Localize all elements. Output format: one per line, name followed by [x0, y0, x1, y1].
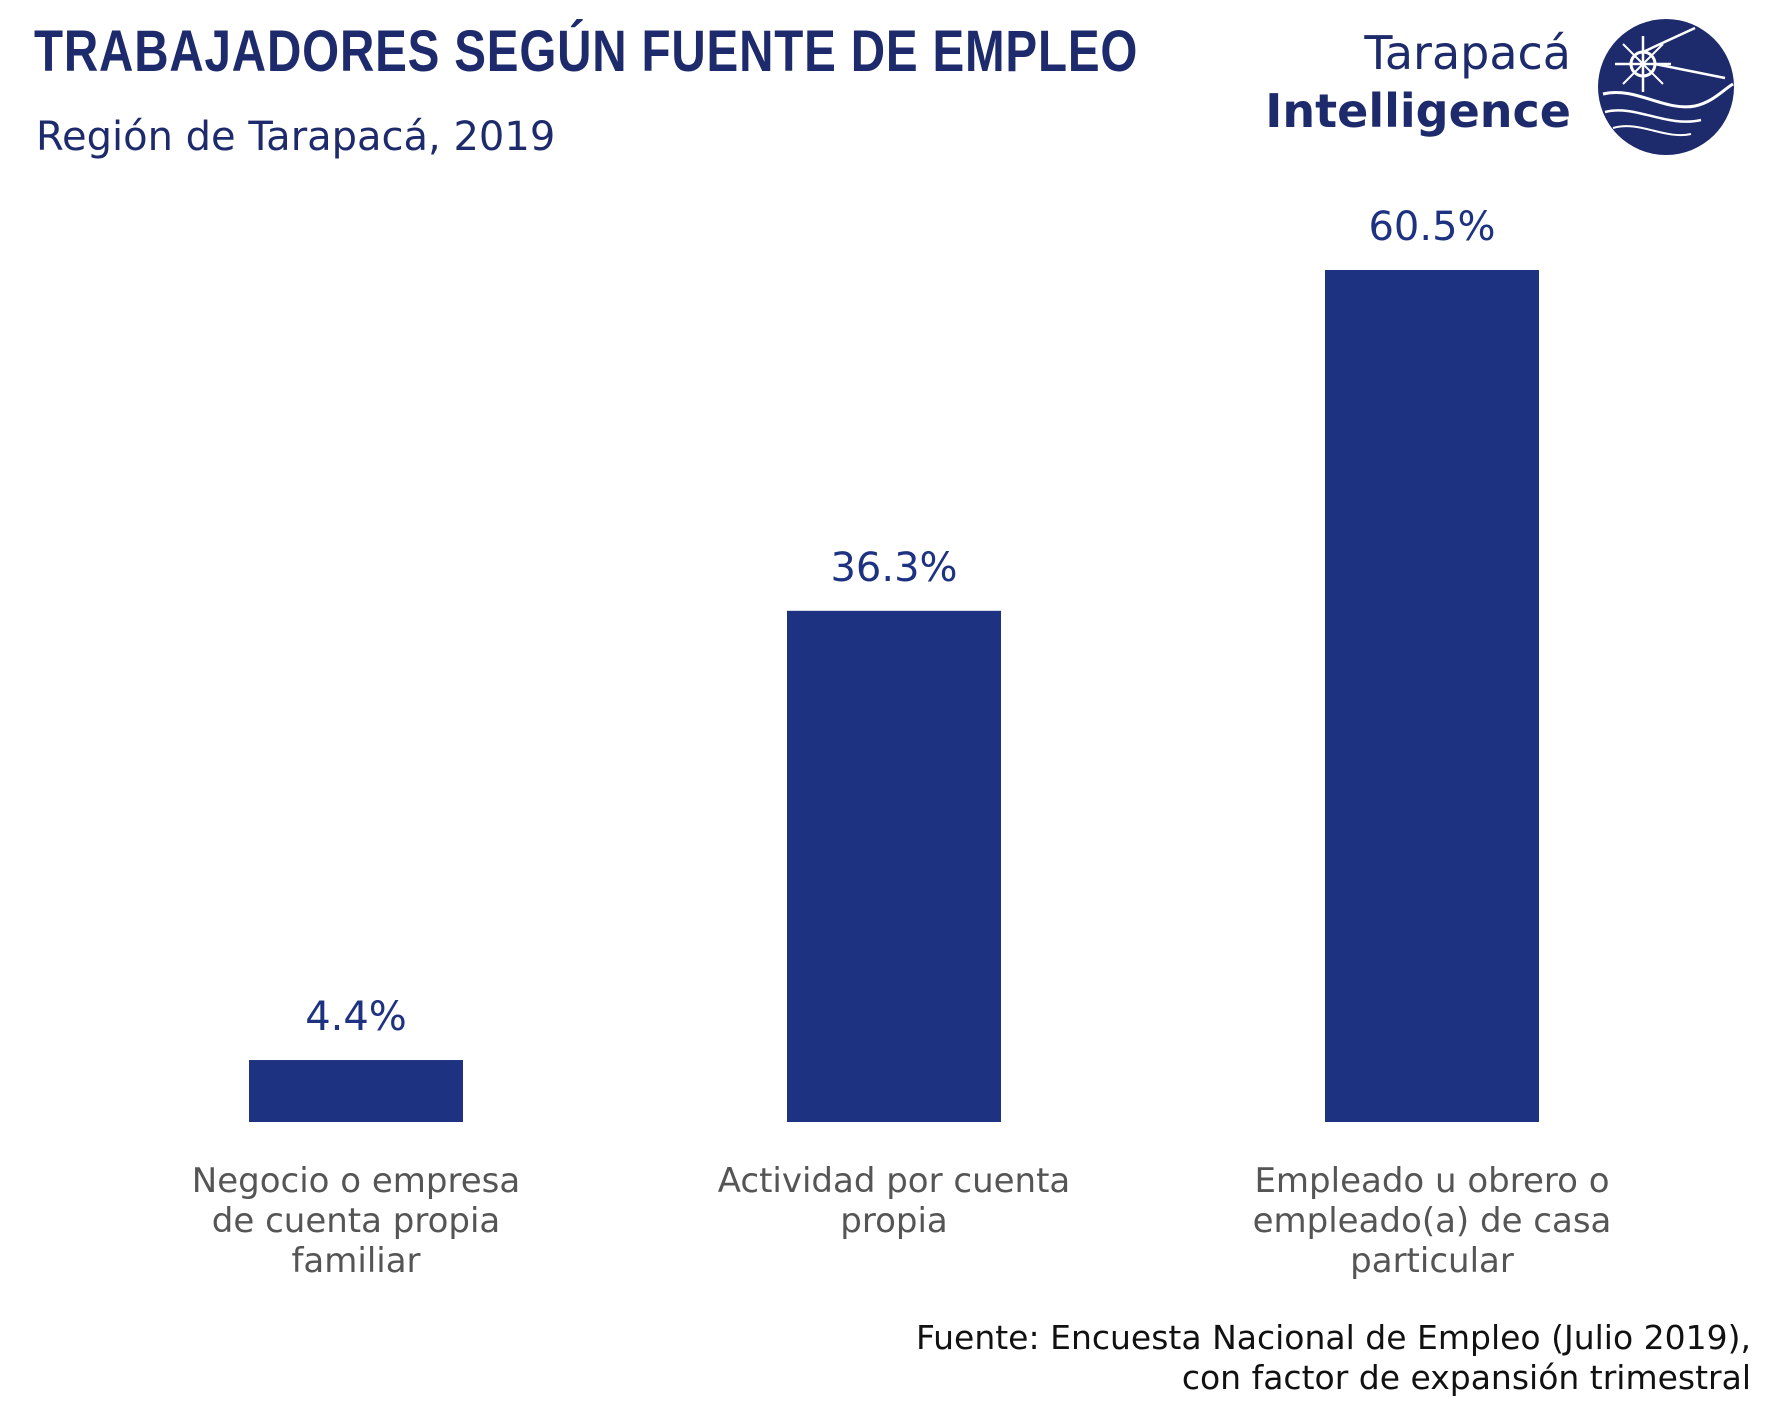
category-label-3: Empleado u obrero o empleado(a) de casa pa…: [1253, 1161, 1612, 1281]
bar-3: [1325, 270, 1539, 1122]
source-line-1: Fuente: Encuesta Nacional de Empleo (Jul…: [915, 1318, 1751, 1357]
category-label-line: Empleado u obrero o: [1254, 1161, 1609, 1201]
category-label-line: familiar: [291, 1241, 420, 1281]
globe-logo-icon: [1598, 19, 1734, 155]
category-label-1: Negocio o empresa de cuenta propia familia…: [192, 1161, 520, 1281]
category-label-2: Actividad por cuenta propia: [718, 1161, 1071, 1241]
category-label-line: propia: [840, 1201, 947, 1241]
source-note: Fuente: Encuesta Nacional de Empleo (Jul…: [916, 1318, 1751, 1398]
logo-text-line2: Intelligence: [1265, 84, 1571, 138]
category-label-line: Negocio o empresa: [192, 1161, 520, 1201]
chart-subtitle: Región de Tarapacá, 2019: [36, 114, 556, 160]
bar-1: [249, 1060, 463, 1122]
category-label-line: empleado(a) de casa: [1253, 1201, 1612, 1241]
source-line-2: con factor de expansión trimestral: [1181, 1358, 1751, 1397]
category-label-line: de cuenta propia: [212, 1201, 500, 1241]
bar-chart: 4.4% Negocio o empresa de cuenta propia fam…: [192, 204, 1612, 1281]
data-label-1: 4.4%: [305, 994, 407, 1040]
logo-text-line1: Tarapacá: [1364, 26, 1571, 80]
chart-title: TRABAJADORES SEGÚN FUENTE DE EMPLEO: [34, 19, 1139, 84]
data-label-2: 36.3%: [830, 545, 957, 591]
data-label-3: 60.5%: [1368, 204, 1495, 250]
category-label-line: particular: [1350, 1241, 1514, 1281]
category-label-line: Actividad por cuenta: [718, 1161, 1071, 1201]
tarapaca-intelligence-logo: Tarapacá Intelligence: [1265, 16, 1737, 158]
bar-2: [787, 610, 1001, 1122]
